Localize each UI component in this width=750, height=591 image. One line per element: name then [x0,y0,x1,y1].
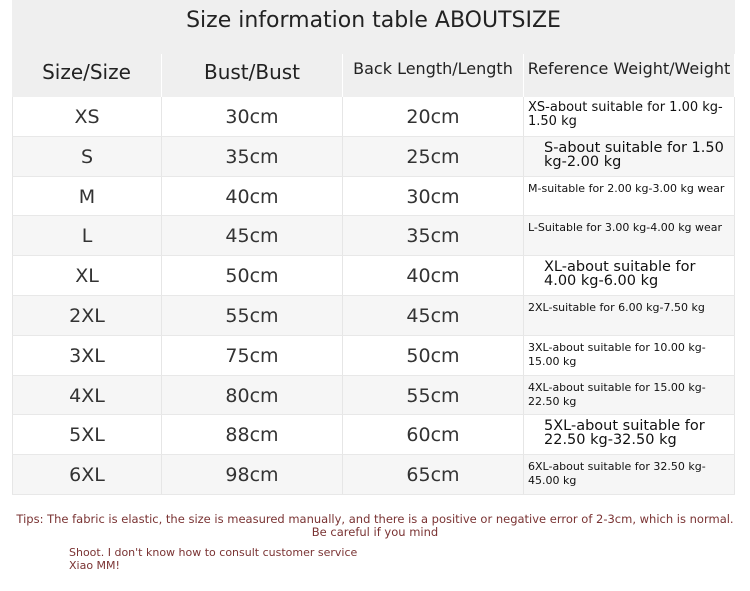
table-row: 2XL 55cm 45cm 2XL-suitable for 6.00 kg-7.50… [12,295,735,336]
size-cell: XL [12,256,162,295]
header-length: Back Length/Length [343,54,524,97]
length-cell: 25cm [343,136,524,176]
bust-cell: 88cm [162,415,343,455]
table-row: XS 30cm 20cm XS-about suitable for 1.00 kg-… [12,97,735,137]
size-cell: XS [12,97,162,136]
weight-cell: 5XL-about suitable for 22.50 kg-32.50 kg [524,415,735,455]
size-table: XS 30cm 20cm XS-about suitable for 1.00 kg-… [12,97,735,495]
table-row: S 35cm 25cm S-about suitable for 1.50 kg-2.… [12,136,735,177]
length-cell: 55cm [343,375,524,415]
table-row: 5XL 88cm 60cm 5XL-about suitable for 22.50 … [12,415,735,456]
size-cell: M [12,176,162,216]
size-cell: S [12,136,162,176]
size-cell: 3XL [12,335,162,375]
table-row: M 40cm 30cm M-suitable for 2.00 kg-3.00 kg … [12,176,735,217]
weight-cell: M-suitable for 2.00 kg-3.00 kg wear [524,176,735,216]
bust-cell: 50cm [162,256,343,295]
bust-cell: 98cm [162,455,343,494]
bust-cell: 45cm [162,216,343,256]
length-cell: 65cm [343,455,524,494]
table-row: XL 50cm 40cm XL-about suitable for 4.00 kg-… [12,256,735,296]
bust-cell: 75cm [162,335,343,375]
length-cell: 20cm [343,97,524,136]
weight-cell: L-Suitable for 3.00 kg-4.00 kg wear [524,216,735,256]
customer-service-note: Shoot. I don't know how to consult custo… [69,546,358,572]
table-row: 4XL 80cm 55cm 4XL-about suitable for 15.00 … [12,375,735,416]
bust-cell: 80cm [162,375,343,415]
header-size: Size/Size [12,54,162,97]
length-cell: 50cm [343,335,524,375]
bust-cell: 40cm [162,176,343,216]
length-cell: 40cm [343,256,524,295]
table-row: L 45cm 35cm L-Suitable for 3.00 kg-4.00 kg … [12,216,735,257]
weight-cell: 6XL-about suitable for 32.50 kg-45.00 kg [524,455,735,494]
weight-cell: 2XL-suitable for 6.00 kg-7.50 kg [524,295,735,335]
bust-cell: 30cm [162,97,343,136]
bust-cell: 55cm [162,295,343,335]
size-cell: 6XL [12,455,162,494]
tips-text: Tips: The fabric is elastic, the size is… [16,512,734,539]
header-bust: Bust/Bust [162,54,343,97]
length-cell: 30cm [343,176,524,216]
weight-cell: 3XL-about suitable for 10.00 kg-15.00 kg [524,335,735,375]
length-cell: 60cm [343,415,524,455]
weight-cell: XL-about suitable for 4.00 kg-6.00 kg [524,256,735,295]
header-row: Size/Size Bust/Bust Back Length/Length R… [12,54,735,97]
bust-cell: 35cm [162,136,343,176]
length-cell: 45cm [343,295,524,335]
table-row: 6XL 98cm 65cm 6XL-about suitable for 32.50 … [12,455,735,495]
weight-cell: S-about suitable for 1.50 kg-2.00 kg [524,136,735,176]
table-title: Size information table ABOUTSIZE [12,0,735,54]
size-cell: 2XL [12,295,162,335]
table-row: 3XL 75cm 50cm 3XL-about suitable for 10.00 … [12,335,735,376]
size-cell: 5XL [12,415,162,455]
length-cell: 35cm [343,216,524,256]
header-weight: Reference Weight/Weight [524,54,735,97]
size-cell: L [12,216,162,256]
size-cell: 4XL [12,375,162,415]
weight-cell: XS-about suitable for 1.00 kg-1.50 kg [524,97,735,136]
weight-cell: 4XL-about suitable for 15.00 kg-22.50 kg [524,375,735,415]
